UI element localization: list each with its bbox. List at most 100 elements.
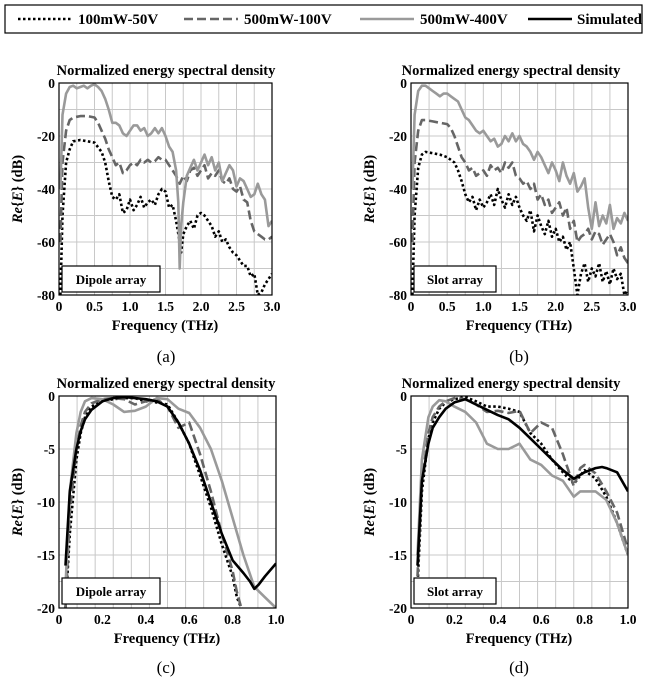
legend-item-500mW-100V: 500mW-100V [184, 12, 332, 28]
y-axis-label: Re{E} (dB) [362, 155, 378, 224]
y-axis-label: Re{E} (dB) [10, 468, 26, 537]
x-tick-label: 0.8 [576, 612, 593, 627]
grid [411, 396, 628, 608]
x-tick-label: 0.4 [489, 612, 506, 627]
series-line-500mW-100V [416, 396, 628, 577]
chart-panel-c: Normalized energy spectral density 0 0.2 0… [10, 376, 285, 677]
legend: 100mW-50V 500mW-100V 500mW-400V Simulate… [4, 4, 643, 34]
series-line-500mW-400V [416, 398, 628, 556]
y-tick-labels: 0 -20 -40 -60 -80 [389, 76, 407, 303]
legend-item-Simulated: Simulated [528, 12, 643, 28]
x-tick-label: 1.0 [268, 612, 285, 627]
x-tick-label: 1.0 [620, 612, 637, 627]
x-axis-label: Frequency (THz) [466, 318, 573, 334]
annotation-box: Slot array [413, 577, 497, 605]
x-tick-label: 1.0 [122, 299, 139, 314]
y-tick-labels: 0 -5 -10 -15 -20 [389, 389, 407, 616]
x-tick-label: 0.2 [94, 612, 111, 627]
annotation-box: Dipole array [61, 265, 161, 293]
x-tick-label: 0.8 [224, 612, 241, 627]
series-line-100mW-50V [411, 150, 628, 295]
legend-label-500mW-100V: 500mW-100V [244, 12, 332, 28]
series-group [411, 84, 628, 295]
x-tick-label: 2.0 [547, 299, 564, 314]
grid [411, 83, 628, 295]
y-tick-label: -80 [37, 288, 55, 303]
y-tick-label: -15 [389, 548, 407, 563]
x-tick-label: 0 [56, 299, 63, 314]
chart-title: Normalized energy spectral density [57, 63, 276, 79]
plot-frame [410, 82, 629, 296]
plot-frame [58, 395, 277, 609]
legend-label-500mW-400V: 500mW-400V [420, 12, 508, 28]
series-line-500mW-400V [64, 396, 276, 608]
y-axis-label: Re{E} (dB) [362, 468, 378, 537]
annotation-label: Dipole array [76, 272, 147, 287]
x-tick-labels: 0 0.5 1.0 1.5 2.0 2.5 3.0 [408, 299, 637, 314]
panel-caption: (d) [509, 658, 529, 677]
series-group [59, 83, 272, 295]
grid [59, 396, 276, 608]
x-tick-label: 0 [408, 299, 415, 314]
x-tick-label: 2.5 [583, 299, 600, 314]
x-tick-label: 1.5 [157, 299, 174, 314]
chart-panel-b: Normalized energy spectral density 0 0.5 1… [362, 63, 637, 366]
y-tick-label: -15 [37, 548, 55, 563]
chart-panel-d: Normalized energy spectral density 0 0.2 0… [362, 376, 637, 677]
y-tick-label: -20 [389, 129, 407, 144]
panel-caption: (a) [157, 347, 176, 366]
series-line-500mW-400V [59, 83, 272, 270]
y-tick-label: 0 [48, 76, 55, 91]
series-line-500mW-100V [64, 396, 243, 608]
x-tick-labels: 0 0.2 0.4 0.6 0.8 1.0 [408, 612, 637, 627]
x-tick-label: 1.5 [511, 299, 528, 314]
y-axis-label: Re{E} (dB) [10, 155, 26, 224]
x-tick-label: 0.6 [533, 612, 550, 627]
y-tick-label: -10 [37, 495, 55, 510]
x-tick-labels: 0 0.5 1.0 1.5 2.0 2.5 3.0 [56, 299, 281, 314]
legend-label-Simulated: Simulated [577, 12, 643, 28]
y-tick-label: -80 [389, 288, 407, 303]
x-tick-label: 1.0 [475, 299, 492, 314]
x-axis-label: Frequency (THz) [466, 631, 573, 647]
panel-caption: (c) [157, 658, 176, 677]
annotation-label: Slot array [427, 584, 483, 599]
y-tick-label: -5 [44, 442, 55, 457]
y-tick-label: -20 [37, 601, 55, 616]
y-tick-label: 0 [400, 76, 407, 91]
x-tick-label: 0.2 [446, 612, 463, 627]
x-tick-label: 2.0 [193, 299, 210, 314]
x-tick-label: 2.5 [228, 299, 245, 314]
series-line-Simulated [416, 397, 628, 566]
series-line-100mW-50V [416, 396, 628, 587]
x-tick-label: 0.5 [86, 299, 103, 314]
annotation-label: Slot array [427, 272, 483, 287]
y-tick-label: -40 [389, 182, 407, 197]
x-tick-label: 0.4 [137, 612, 154, 627]
series-group [416, 396, 628, 587]
chart-title: Normalized energy spectral density [402, 376, 621, 392]
y-tick-label: -60 [389, 235, 407, 250]
series-line-500mW-100V [411, 118, 628, 264]
x-axis-label: Frequency (THz) [112, 318, 219, 334]
x-tick-label: 0.6 [181, 612, 198, 627]
legend-label-100mW-50V: 100mW-50V [78, 12, 158, 28]
y-tick-label: -40 [37, 182, 55, 197]
y-tick-label: -60 [37, 235, 55, 250]
y-tick-label: 0 [48, 389, 55, 404]
x-tick-label: 0 [56, 612, 63, 627]
grid [59, 83, 272, 295]
annotation-label: Dipole array [76, 584, 147, 599]
x-axis-label: Frequency (THz) [114, 631, 221, 647]
y-tick-labels: 0 -5 -10 -15 -20 [37, 389, 55, 616]
panel-caption: (b) [509, 347, 529, 366]
y-tick-labels: 0 -20 -40 -60 -80 [37, 76, 55, 303]
y-tick-label: -5 [396, 442, 407, 457]
x-tick-label: 3.0 [264, 299, 281, 314]
y-tick-label: 0 [400, 389, 407, 404]
annotation-box: Dipole array [61, 577, 161, 605]
chart-panel-a: Normalized energy spectral density 0 0.5 1… [10, 63, 281, 366]
plot-frame [58, 82, 273, 296]
x-tick-label: 0 [408, 612, 415, 627]
